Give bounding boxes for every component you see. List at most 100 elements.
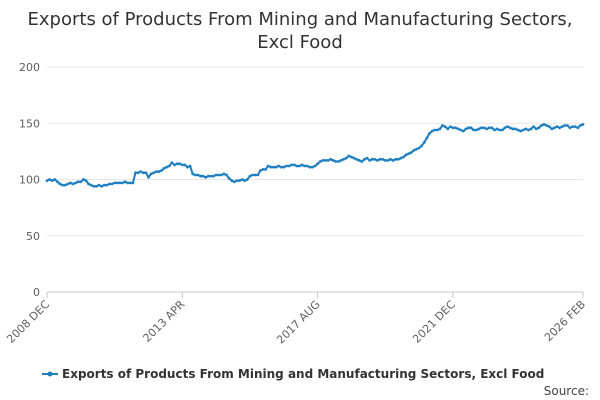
data-point[interactable] — [467, 126, 470, 130]
data-point[interactable] — [368, 159, 371, 162]
data-point[interactable] — [415, 147, 418, 151]
data-point[interactable] — [298, 164, 301, 168]
data-point[interactable] — [292, 163, 296, 167]
data-point[interactable] — [571, 125, 574, 128]
data-point[interactable] — [482, 126, 486, 130]
data-point[interactable] — [579, 124, 582, 127]
data-point[interactable] — [441, 124, 444, 127]
data-point[interactable] — [581, 123, 585, 126]
data-point[interactable] — [472, 128, 476, 132]
data-point[interactable] — [222, 172, 226, 176]
data-point[interactable] — [396, 157, 400, 161]
data-point[interactable] — [272, 165, 275, 169]
data-point[interactable] — [329, 157, 332, 161]
legend[interactable]: Exports of Products From Mining and Manu… — [42, 367, 544, 381]
data-point[interactable] — [274, 165, 278, 169]
data-point[interactable] — [178, 162, 182, 166]
data-point[interactable] — [144, 171, 148, 175]
data-point[interactable] — [407, 152, 411, 156]
data-point[interactable] — [430, 129, 434, 133]
data-point[interactable] — [506, 125, 509, 128]
data-point[interactable] — [566, 124, 569, 127]
data-point[interactable] — [206, 174, 210, 178]
data-point[interactable] — [503, 126, 507, 130]
data-point[interactable] — [232, 180, 236, 184]
data-point[interactable] — [160, 169, 163, 172]
data-point[interactable] — [550, 127, 554, 131]
data-point[interactable] — [542, 123, 546, 126]
data-point[interactable] — [495, 127, 499, 131]
data-point[interactable] — [154, 170, 158, 174]
data-point[interactable] — [532, 125, 535, 128]
data-point[interactable] — [412, 148, 416, 152]
data-point[interactable] — [175, 162, 179, 166]
data-point[interactable] — [115, 181, 119, 185]
data-point[interactable] — [451, 126, 455, 130]
data-point[interactable] — [435, 128, 439, 132]
data-point[interactable] — [201, 174, 205, 178]
data-point[interactable] — [454, 126, 457, 130]
data-point[interactable] — [394, 157, 398, 161]
data-point[interactable] — [540, 124, 543, 127]
data-point[interactable] — [480, 126, 483, 130]
data-point[interactable] — [365, 156, 369, 160]
data-point[interactable] — [123, 180, 127, 184]
data-point[interactable] — [191, 172, 195, 176]
data-point[interactable] — [53, 178, 57, 181]
data-point[interactable] — [217, 173, 221, 177]
data-point[interactable] — [376, 159, 379, 162]
data-point[interactable] — [165, 165, 169, 169]
data-point[interactable] — [245, 178, 249, 181]
data-point[interactable] — [409, 151, 413, 154]
data-point[interactable] — [573, 125, 577, 128]
data-point[interactable] — [149, 172, 153, 176]
data-point[interactable] — [214, 173, 218, 177]
data-point[interactable] — [63, 183, 67, 187]
data-point[interactable] — [519, 129, 522, 133]
data-point[interactable] — [402, 155, 405, 159]
data-point[interactable] — [513, 127, 517, 131]
data-point[interactable] — [422, 141, 426, 144]
data-point[interactable] — [352, 156, 356, 160]
data-point[interactable] — [300, 163, 304, 167]
data-point[interactable] — [555, 125, 559, 128]
data-point[interactable] — [498, 128, 502, 132]
data-point[interactable] — [113, 181, 117, 185]
data-point[interactable] — [97, 183, 101, 187]
data-point[interactable] — [295, 164, 299, 168]
data-point[interactable] — [71, 182, 75, 186]
data-point[interactable] — [50, 179, 54, 183]
data-point[interactable] — [95, 184, 98, 188]
data-point[interactable] — [537, 126, 541, 130]
data-point[interactable] — [527, 128, 530, 132]
data-point[interactable] — [425, 136, 429, 140]
data-point[interactable] — [324, 159, 327, 162]
data-point[interactable] — [568, 126, 572, 130]
data-point[interactable] — [493, 128, 496, 132]
data-point[interactable] — [305, 164, 309, 168]
data-point[interactable] — [196, 173, 200, 177]
data-point[interactable] — [516, 128, 520, 132]
data-point[interactable] — [285, 164, 288, 168]
data-point[interactable] — [282, 165, 286, 169]
data-point[interactable] — [167, 164, 171, 168]
data-point[interactable] — [76, 180, 80, 184]
data-point[interactable] — [399, 156, 403, 160]
data-point[interactable] — [131, 181, 135, 185]
data-point[interactable] — [287, 164, 291, 168]
data-point[interactable] — [331, 159, 335, 162]
data-point[interactable] — [474, 128, 478, 132]
data-point[interactable] — [56, 180, 59, 184]
data-point[interactable] — [560, 125, 564, 128]
data-point[interactable] — [248, 174, 252, 178]
data-point[interactable] — [225, 173, 228, 177]
data-point[interactable] — [89, 183, 93, 187]
data-point[interactable] — [508, 126, 512, 130]
data-point[interactable] — [373, 157, 377, 161]
data-point[interactable] — [545, 124, 548, 127]
data-point[interactable] — [529, 127, 533, 131]
data-point[interactable] — [48, 178, 51, 181]
data-point[interactable] — [303, 164, 306, 168]
data-point[interactable] — [269, 165, 273, 169]
data-point[interactable] — [58, 182, 62, 186]
